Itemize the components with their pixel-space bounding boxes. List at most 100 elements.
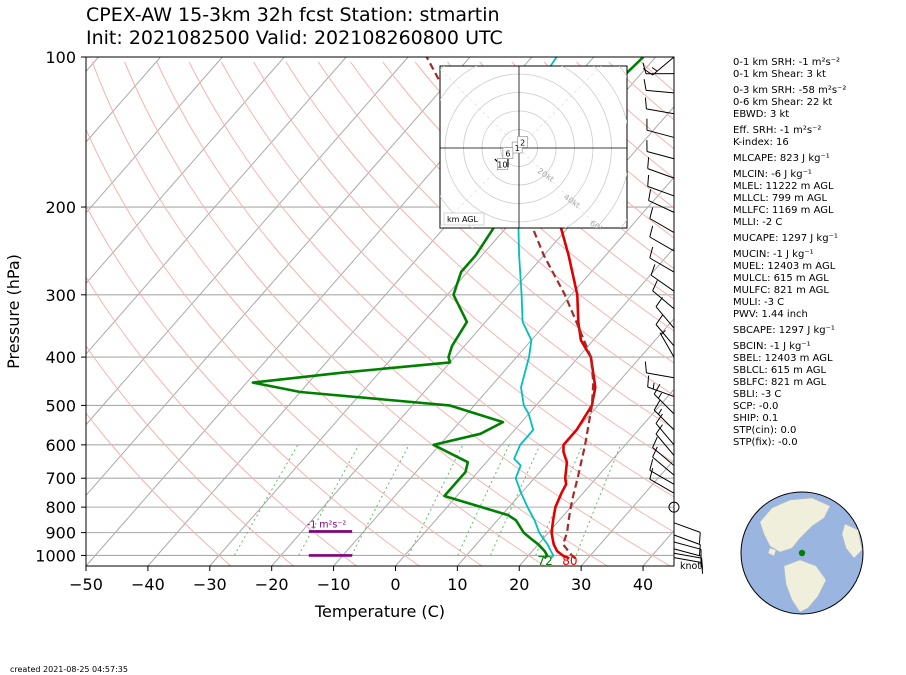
y-tick-label: 100 [45, 48, 76, 67]
index-line: EBWD: 3 kt [733, 109, 790, 120]
hodograph-frame [439, 65, 628, 229]
x-tick-label: −20 [255, 575, 289, 594]
dry-adiabat [317, 61, 674, 396]
surface-temperature-f: 80 [562, 554, 577, 568]
hodograph-height-box [497, 158, 508, 170]
wind-barb [647, 157, 675, 179]
mixing-ratio-line [490, 444, 541, 556]
isotherm [518, 388, 674, 566]
isotherm [395, 247, 674, 566]
index-line: PWV: 1.44 inch [733, 309, 808, 320]
index-line: MLLCL: 799 m AGL [733, 193, 828, 204]
wind-barb [644, 361, 675, 379]
srh-markers: -1 m²s⁻² [307, 519, 353, 557]
wind-barb [655, 314, 675, 347]
x-tick-label: 40 [633, 575, 653, 594]
temperature-profile [514, 96, 597, 560]
index-line: SBLI: -3 C [733, 389, 782, 400]
y-tick-label: 800 [45, 498, 76, 517]
hodograph-height-box [517, 136, 529, 148]
hodograph-legend: km AGL [447, 215, 479, 224]
location-globe [740, 491, 864, 615]
wind-barb [644, 97, 675, 115]
wind-barb [649, 246, 675, 273]
index-line: MLCAPE: 823 J kg⁻¹ [733, 153, 830, 164]
index-line: SHIP: 0.1 [733, 413, 779, 424]
wind-barb [642, 56, 675, 76]
wind-barb [652, 280, 675, 310]
hodograph-height-box [502, 147, 514, 159]
index-line: STP(fix): -0.0 [733, 437, 798, 448]
wind-units-label: knot [680, 561, 701, 572]
wind-barb [655, 297, 675, 329]
dry-adiabat [86, 412, 232, 566]
dry-adiabat [576, 61, 674, 150]
x-tick-label: −40 [131, 575, 165, 594]
index-line: Eff. SRH: -1 m²s⁻² [733, 125, 822, 136]
index-line: MUCIN: -1 J kg⁻¹ [733, 249, 814, 260]
index-line: SBLCL: 615 m AGL [733, 365, 827, 376]
x-tick-label: 20 [509, 575, 529, 594]
y-tick-label: 400 [45, 348, 76, 367]
isotherm [86, 57, 223, 214]
plot-frame [85, 56, 675, 567]
skewt-axes: −50 −40 −30 −20 −10 0 10 20 30 40 100 200 300 400 500 6… [4, 48, 653, 621]
wind-barb [647, 174, 675, 197]
dry-adiabat [543, 61, 674, 179]
index-line: K-index: 16 [733, 137, 789, 148]
y-tick-label: 700 [45, 469, 76, 488]
dry-adiabat [124, 61, 608, 566]
wind-barb [649, 467, 675, 494]
index-line: SBLFC: 821 m AGL [733, 377, 827, 388]
mixing-ratio-line [351, 444, 410, 556]
hodograph-height-label: 1 [515, 144, 520, 153]
dry-adiabat [86, 276, 357, 566]
mixing-ratio-line [575, 444, 622, 556]
hodograph-height-label: 6 [505, 150, 510, 159]
index-line: MLCIN: -6 J kg⁻¹ [733, 169, 812, 180]
x-tick-label: 30 [571, 575, 591, 594]
wind-barb [649, 459, 675, 485]
y-tick-label: 200 [45, 198, 76, 217]
globe-landmass [759, 497, 831, 553]
x-tick-label: 0 [390, 575, 400, 594]
mixing-ratio-line [408, 444, 464, 556]
index-line: 0-1 km SRH: -1 m²s⁻² [733, 57, 840, 68]
wind-barb [655, 424, 675, 456]
isotherm [580, 459, 674, 566]
y-tick-label: 900 [45, 524, 76, 543]
dry-adiabat [86, 345, 295, 566]
index-line: MLLI: -2 C [733, 217, 783, 228]
index-line: STP(cin): 0.0 [733, 425, 797, 436]
index-line: 0-3 km SRH: -58 m²s⁻² [733, 85, 847, 96]
mixing-ratio-line [298, 444, 360, 556]
hodograph-ring-label: 80kt [614, 245, 634, 263]
dry-adiabat [188, 61, 674, 533]
y-tick-label: 1000 [35, 546, 76, 565]
wind-barb [649, 207, 675, 233]
calm-wind-marker [668, 501, 680, 513]
srh-label: -1 m²s⁻² [307, 519, 347, 530]
isotherm [86, 57, 285, 285]
wind-barb [652, 436, 675, 466]
y-tick-label: 300 [45, 286, 76, 305]
x-axis-label: Temperature (C) [314, 602, 445, 621]
title-line-2: Init: 2021082500 Valid: 202108260800 UTC [86, 27, 503, 49]
index-line: SBCIN: -1 J kg⁻¹ [733, 341, 811, 352]
globe-landmass [783, 559, 827, 613]
wind-barb [650, 264, 675, 292]
x-tick-label: 10 [447, 575, 467, 594]
isotherm [86, 57, 161, 143]
globe-landmass [767, 547, 777, 557]
isotherm [456, 317, 674, 566]
x-tick-label: −10 [317, 575, 351, 594]
surface-dewpoint-f: 72 [537, 554, 552, 568]
y-tick-label: 600 [45, 436, 76, 455]
wind-barb [673, 541, 702, 561]
created-timestamp: created 2021-08-25 04:57:35 [10, 665, 128, 674]
wind-barb [653, 399, 675, 431]
y-tick-label: 500 [45, 396, 76, 415]
hodograph-height-label: 10 [497, 161, 507, 170]
mixing-ratio-line [233, 444, 299, 556]
